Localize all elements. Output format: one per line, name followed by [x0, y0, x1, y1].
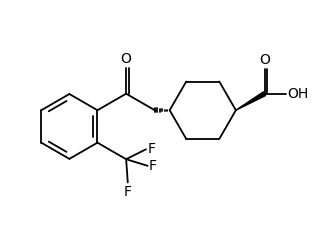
Text: OH: OH: [287, 87, 309, 101]
Polygon shape: [236, 92, 266, 110]
Text: F: F: [124, 185, 132, 199]
Text: F: F: [149, 159, 157, 173]
Text: F: F: [147, 142, 155, 156]
Text: O: O: [121, 52, 132, 66]
Text: O: O: [259, 53, 270, 67]
